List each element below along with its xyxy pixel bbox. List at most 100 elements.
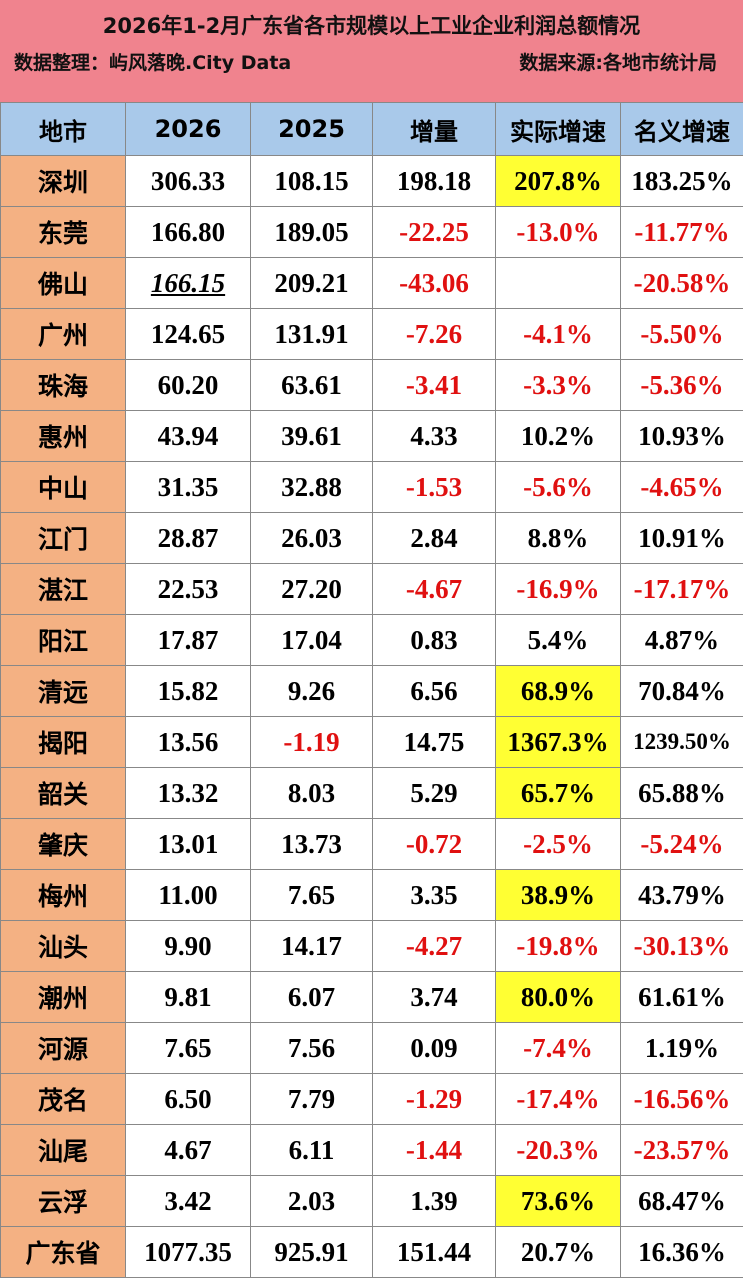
value-cell: 306.33 xyxy=(125,155,251,207)
value-cell: 1077.35 xyxy=(125,1226,251,1278)
value-cell: 10.2% xyxy=(495,410,621,462)
value-cell: -7.26 xyxy=(372,308,496,360)
value-cell: 13.73 xyxy=(250,818,373,870)
city-cell: 韶关 xyxy=(0,767,126,819)
value-cell: 0.09 xyxy=(372,1022,496,1074)
header-row: 地市 2026 2025 增量 实际增速 名义增速 xyxy=(0,102,743,156)
value-cell: -0.72 xyxy=(372,818,496,870)
value-cell: 925.91 xyxy=(250,1226,373,1278)
value-cell: 2.84 xyxy=(372,512,496,564)
value-cell: 6.11 xyxy=(250,1124,373,1176)
table-row: 茂名 6.50 7.79 -1.29 -17.4% -16.56% xyxy=(0,1073,743,1125)
city-cell: 清远 xyxy=(0,665,126,717)
value-cell: 60.20 xyxy=(125,359,251,411)
column-header: 增量 xyxy=(372,102,496,156)
value-cell: 65.7% xyxy=(495,767,621,819)
value-cell: 43.94 xyxy=(125,410,251,462)
value-cell: 31.35 xyxy=(125,461,251,513)
value-cell: 9.81 xyxy=(125,971,251,1023)
value-cell: 151.44 xyxy=(372,1226,496,1278)
city-cell: 惠州 xyxy=(0,410,126,462)
value-cell: 27.20 xyxy=(250,563,373,615)
value-cell: -17.4% xyxy=(495,1073,621,1125)
value-cell: 3.35 xyxy=(372,869,496,921)
value-cell: 32.88 xyxy=(250,461,373,513)
value-cell: 189.05 xyxy=(250,206,373,258)
value-cell: 1367.3% xyxy=(495,716,621,768)
value-cell: 39.61 xyxy=(250,410,373,462)
city-cell: 河源 xyxy=(0,1022,126,1074)
value-cell: -16.9% xyxy=(495,563,621,615)
subtitle: 数据整理：屿风落晚.City Data 数据来源:各地市统计局 xyxy=(14,48,729,75)
table-row: 中山 31.35 32.88 -1.53 -5.6% -4.65% xyxy=(0,461,743,513)
value-cell: 16.36% xyxy=(620,1226,743,1278)
value-cell: 17.87 xyxy=(125,614,251,666)
value-cell: 198.18 xyxy=(372,155,496,207)
organizer: 数据整理：屿风落晚.City Data xyxy=(14,52,292,74)
table-row: 珠海 60.20 63.61 -3.41 -3.3% -5.36% xyxy=(0,359,743,411)
value-cell: -17.17% xyxy=(620,563,743,615)
value-cell: 11.00 xyxy=(125,869,251,921)
value-cell: 207.8% xyxy=(495,155,621,207)
value-cell: 131.91 xyxy=(250,308,373,360)
city-cell: 佛山 xyxy=(0,257,126,309)
value-cell: 10.91% xyxy=(620,512,743,564)
value-cell: 1239.50% xyxy=(620,716,743,768)
table-row: 肇庆 13.01 13.73 -0.72 -2.5% -5.24% xyxy=(0,818,743,870)
table-row: 揭阳 13.56 -1.19 14.75 1367.3% 1239.50% xyxy=(0,716,743,768)
value-cell: -16.56% xyxy=(620,1073,743,1125)
table-row: 河源 7.65 7.56 0.09 -7.4% 1.19% xyxy=(0,1022,743,1074)
title: 2026年1-2月广东省各市规模以上工业企业利润总额情况 xyxy=(102,14,641,38)
city-cell: 东莞 xyxy=(0,206,126,258)
table-row: 东莞 166.80 189.05 -22.25 -13.0% -11.77% xyxy=(0,206,743,258)
value-cell: 28.87 xyxy=(125,512,251,564)
table-row: 汕尾 4.67 6.11 -1.44 -20.3% -23.57% xyxy=(0,1124,743,1176)
value-cell: 38.9% xyxy=(495,869,621,921)
value-cell: 20.7% xyxy=(495,1226,621,1278)
value-cell: 13.01 xyxy=(125,818,251,870)
value-cell: 1.19% xyxy=(620,1022,743,1074)
column-header: 地市 xyxy=(0,102,126,156)
value-cell: 63.61 xyxy=(250,359,373,411)
value-cell: 1.39 xyxy=(372,1175,496,1227)
value-cell: -19.8% xyxy=(495,920,621,972)
city-cell: 江门 xyxy=(0,512,126,564)
value-cell: 13.32 xyxy=(125,767,251,819)
value-cell: -11.77% xyxy=(620,206,743,258)
value-cell: 17.04 xyxy=(250,614,373,666)
value-cell: 7.65 xyxy=(125,1022,251,1074)
value-cell: 26.03 xyxy=(250,512,373,564)
value-cell: -23.57% xyxy=(620,1124,743,1176)
city-cell: 云浮 xyxy=(0,1175,126,1227)
city-cell: 中山 xyxy=(0,461,126,513)
value-cell: 43.79% xyxy=(620,869,743,921)
value-cell: 61.61% xyxy=(620,971,743,1023)
value-cell: 6.50 xyxy=(125,1073,251,1125)
value-cell: -4.1% xyxy=(495,308,621,360)
column-header: 2026 xyxy=(125,102,251,156)
value-cell: 4.67 xyxy=(125,1124,251,1176)
value-cell: 65.88% xyxy=(620,767,743,819)
city-cell: 揭阳 xyxy=(0,716,126,768)
profit-table: 地市 2026 2025 增量 实际增速 名义增速 深圳 306.33 108.15 198.1… xyxy=(0,102,743,1278)
value-cell: 4.33 xyxy=(372,410,496,462)
value-cell: 68.47% xyxy=(620,1175,743,1227)
value-cell: 7.65 xyxy=(250,869,373,921)
city-cell: 广州 xyxy=(0,308,126,360)
column-header: 名义增速 xyxy=(620,102,743,156)
city-cell: 湛江 xyxy=(0,563,126,615)
value-cell: -3.41 xyxy=(372,359,496,411)
value-cell: 5.29 xyxy=(372,767,496,819)
table-row: 阳江 17.87 17.04 0.83 5.4% 4.87% xyxy=(0,614,743,666)
value-cell: -13.0% xyxy=(495,206,621,258)
value-cell: 166.80 xyxy=(125,206,251,258)
column-header: 2025 xyxy=(250,102,373,156)
value-cell: -5.6% xyxy=(495,461,621,513)
value-cell: 3.42 xyxy=(125,1175,251,1227)
value-cell: -5.36% xyxy=(620,359,743,411)
value-cell: 3.74 xyxy=(372,971,496,1023)
city-cell: 汕头 xyxy=(0,920,126,972)
value-cell: 8.8% xyxy=(495,512,621,564)
value-cell: -7.4% xyxy=(495,1022,621,1074)
